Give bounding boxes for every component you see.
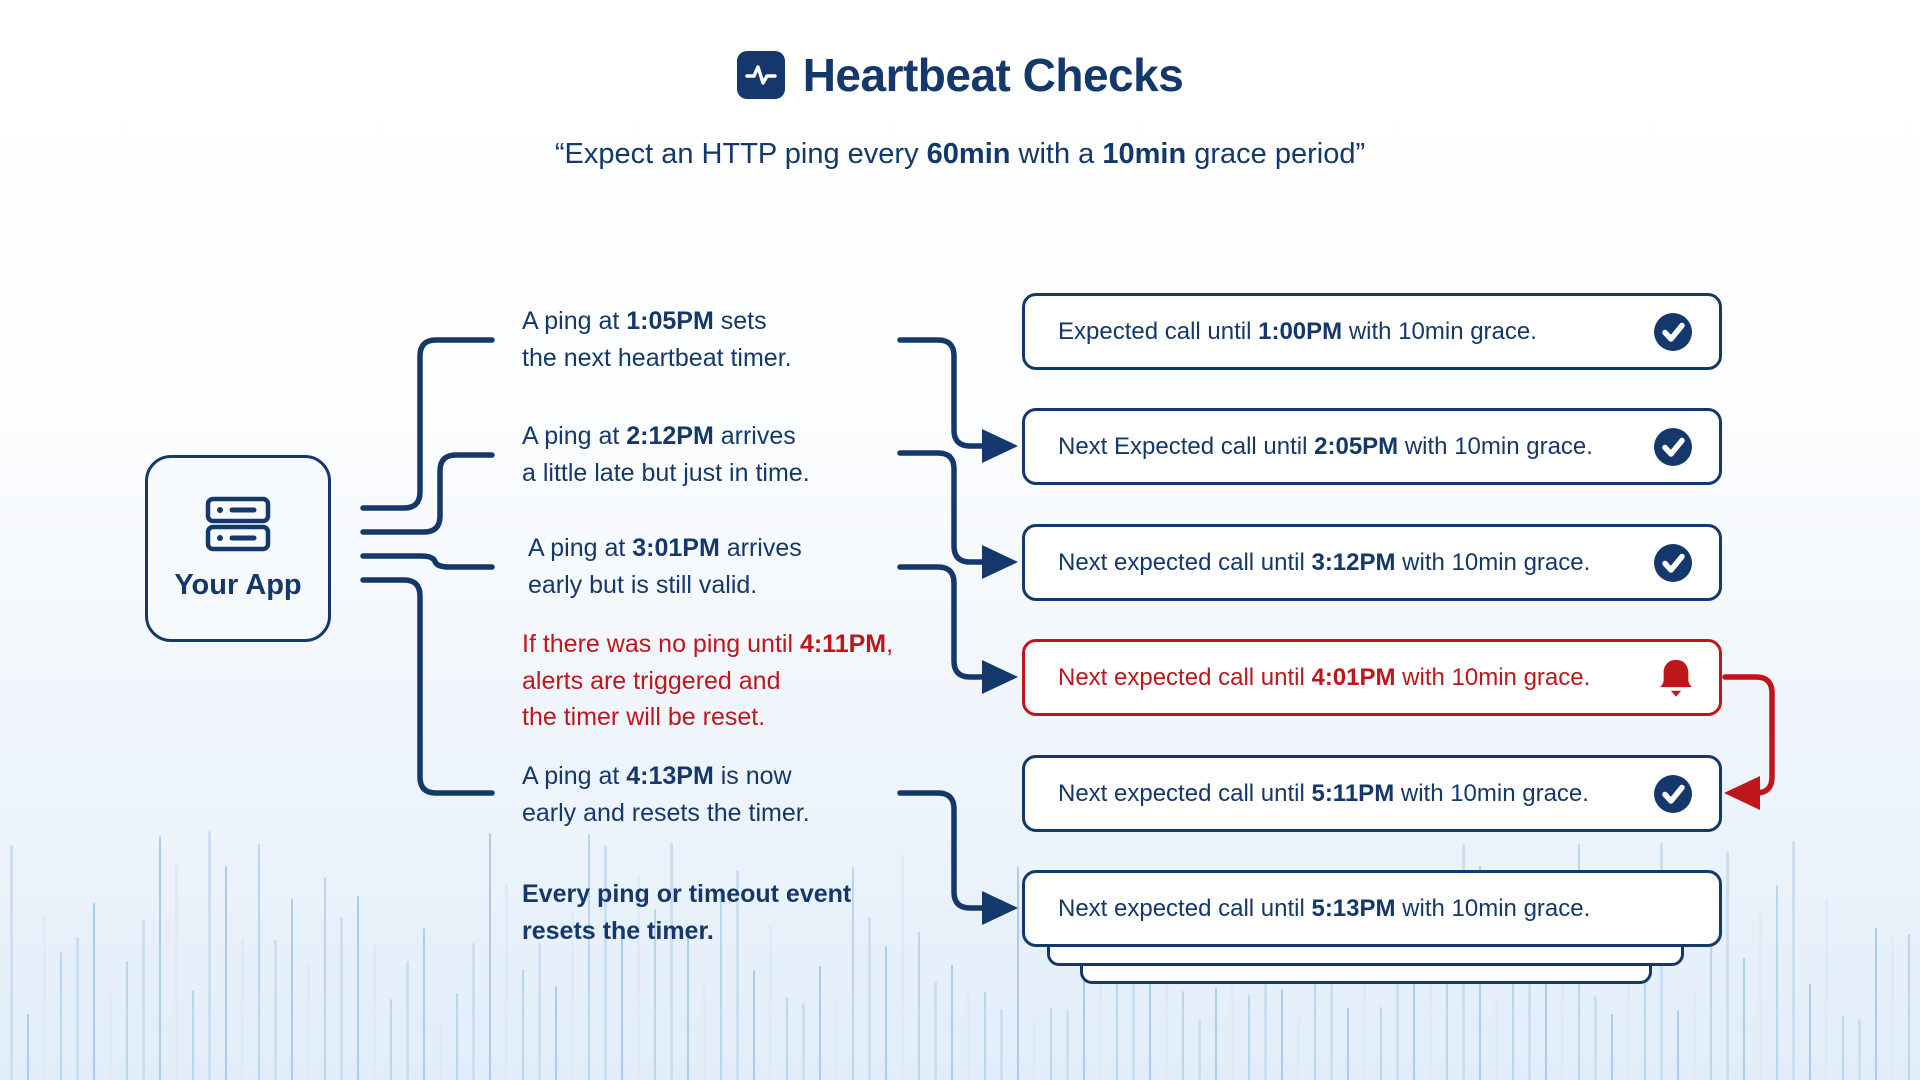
timeline-card-6: Next expected call until 5:13PM with 10m… <box>1022 870 1722 947</box>
annotation-ping-3: A ping at 3:01PM arrives early but is st… <box>528 534 802 599</box>
check-icon <box>1653 312 1693 352</box>
connector-app-to-ping4 <box>360 577 495 796</box>
arrowhead-card4 <box>982 660 1018 694</box>
bell-icon <box>1659 658 1693 698</box>
annotation-ping-2: A ping at 2:12PM arrives a little late b… <box>522 422 810 487</box>
connector-app-to-ping3 <box>360 553 495 570</box>
arrowhead-card2 <box>982 429 1018 463</box>
connector-ping1-to-card2 <box>897 337 987 449</box>
connector-ping4-to-card6 <box>897 790 987 911</box>
page-header: Heartbeat Checks <box>0 48 1920 102</box>
page-title: Heartbeat Checks <box>802 49 1184 101</box>
annotation-timeout-alert: If there was no ping until 4:11PM, alert… <box>522 630 894 731</box>
arrowhead-card6 <box>982 891 1018 925</box>
connector-ping2-to-card3 <box>897 450 987 565</box>
your-app-node: Your App <box>145 455 331 642</box>
timeline-card-4-alert: Next expected call until 4:01PM with 10m… <box>1022 639 1722 716</box>
connector-alert-loop <box>1722 674 1775 796</box>
timeline-card-2: Next Expected call until 2:05PM with 10m… <box>1022 408 1722 485</box>
check-icon <box>1653 543 1693 583</box>
check-icon <box>1653 774 1693 814</box>
app-node-label: Your App <box>174 568 302 601</box>
timeline-card-3: Next expected call until 3:12PM with 10m… <box>1022 524 1722 601</box>
annotation-ping-1: A ping at 1:05PM sets the next heartbeat… <box>522 307 792 372</box>
connector-app-to-ping2 <box>360 452 495 535</box>
annotation-ping-4: A ping at 4:13PM is now early and resets… <box>522 762 810 827</box>
heartbeat-icon <box>736 51 785 99</box>
connector-ping3-to-card4 <box>897 564 987 680</box>
arrowhead-alert-loop <box>1724 776 1760 810</box>
server-icon <box>205 496 271 557</box>
timeline-card-1: Expected call until 1:00PM with 10min gr… <box>1022 293 1722 370</box>
waveform-background <box>0 830 1920 1080</box>
arrowhead-card3 <box>982 545 1018 579</box>
connector-app-to-ping1 <box>360 337 495 511</box>
annotation-reset-note: Every ping or timeout event resets the t… <box>522 880 852 945</box>
check-icon <box>1653 427 1693 467</box>
timeline-card-5: Next expected call until 5:11PM with 10m… <box>1022 755 1722 832</box>
page-subtitle: “Expect an HTTP ping every 60min with a … <box>554 138 1366 170</box>
